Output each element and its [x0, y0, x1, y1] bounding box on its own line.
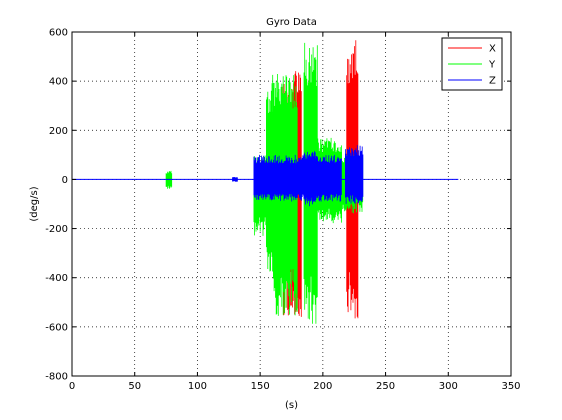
y-tick-label: -400 — [45, 273, 68, 284]
data-layer — [72, 40, 459, 324]
legend-label-y: Y — [488, 60, 496, 71]
signal-band — [303, 151, 317, 207]
x-tick-label: 100 — [188, 381, 207, 392]
y-tick-label: -800 — [45, 372, 68, 383]
ticks: 0 50 100 150 200 250 300 350 -800 -600 -400 -200 0 20… — [45, 28, 520, 393]
legend: XYZ — [441, 37, 503, 91]
x-tick-label: 50 — [128, 381, 141, 392]
y-tick-label: -200 — [45, 224, 68, 235]
y-tick-label: 600 — [49, 28, 68, 39]
x-tick-label: 0 — [69, 381, 75, 392]
plot-frame — [71, 31, 512, 377]
x-tick-label: 200 — [313, 381, 332, 392]
x-tick-label: 150 — [251, 381, 270, 392]
y-tick-label: 0 — [62, 175, 68, 186]
x-tick-label: 250 — [376, 381, 395, 392]
chart-title: Gyro Data — [266, 17, 317, 28]
y-tick-label: -600 — [45, 322, 68, 333]
signal-band — [345, 145, 364, 204]
x-tick-label: 300 — [439, 381, 458, 392]
legend-label-x: X — [489, 44, 496, 55]
legend-label-z: Z — [489, 76, 496, 87]
y-axis-label: (deg/s) — [29, 186, 40, 221]
x-axis-label: (s) — [285, 400, 298, 411]
series-z — [72, 145, 459, 207]
y-tick-label: 200 — [49, 126, 68, 137]
x-tick-label: 350 — [501, 381, 520, 392]
y-tick-label: 400 — [49, 77, 68, 88]
